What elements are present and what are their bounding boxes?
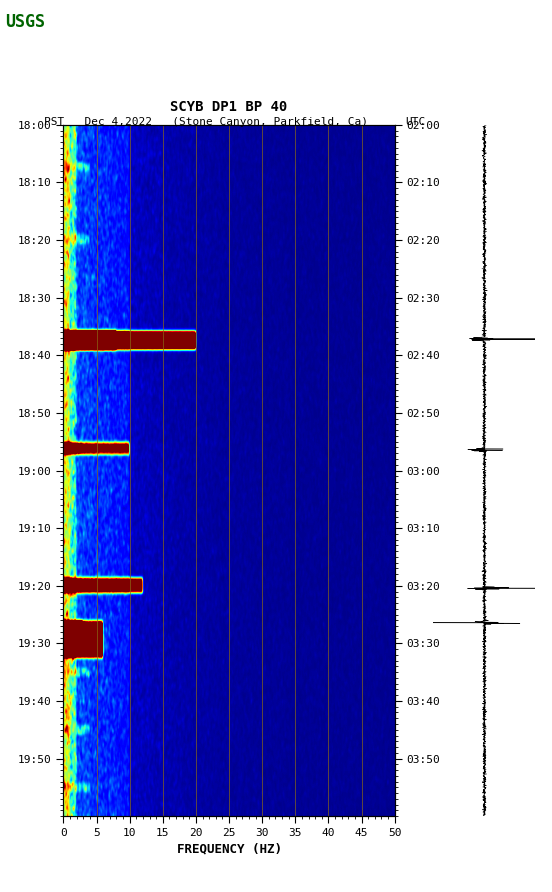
X-axis label: FREQUENCY (HZ): FREQUENCY (HZ) <box>177 842 282 855</box>
Text: UTC: UTC <box>406 117 426 127</box>
Text: USGS: USGS <box>6 13 45 31</box>
Text: PST   Dec 4,2022   (Stone Canyon, Parkfield, Ca): PST Dec 4,2022 (Stone Canyon, Parkfield,… <box>44 117 368 127</box>
Text: SCYB DP1 BP 40: SCYB DP1 BP 40 <box>171 100 288 114</box>
